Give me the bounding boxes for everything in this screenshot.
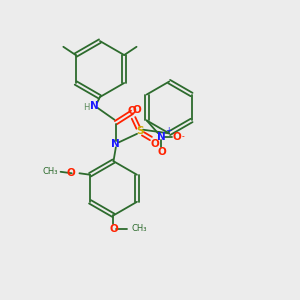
Text: S: S <box>136 126 144 136</box>
Text: O: O <box>109 224 118 234</box>
Text: O: O <box>128 106 136 116</box>
Text: O: O <box>67 168 75 178</box>
Text: O: O <box>133 105 142 115</box>
Text: H: H <box>83 103 90 112</box>
Text: N: N <box>157 132 166 142</box>
Text: CH₃: CH₃ <box>42 167 58 176</box>
Text: N: N <box>112 139 120 149</box>
Text: -: - <box>181 132 184 141</box>
Text: CH₃: CH₃ <box>132 224 147 233</box>
Text: O: O <box>151 140 160 149</box>
Text: O: O <box>172 132 181 142</box>
Text: O: O <box>157 147 166 157</box>
Text: N: N <box>90 101 99 111</box>
Text: +: + <box>165 126 171 135</box>
